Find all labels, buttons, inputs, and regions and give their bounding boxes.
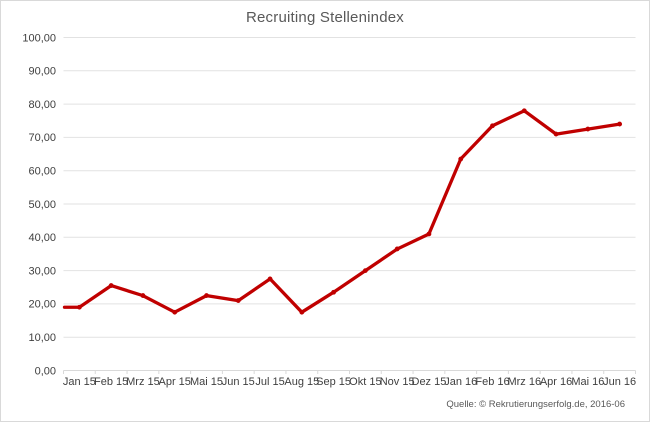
svg-text:Jun 16: Jun 16 [603,376,636,388]
series-line [62,108,622,315]
svg-text:Jun 15: Jun 15 [222,376,255,388]
svg-text:Mrz 15: Mrz 15 [126,376,160,388]
svg-text:60,00: 60,00 [28,166,56,178]
y-gridlines [63,37,636,371]
svg-text:50,00: 50,00 [28,199,56,211]
svg-text:100,00: 100,00 [22,32,56,44]
svg-text:10,00: 10,00 [28,332,56,344]
svg-text:Feb 15: Feb 15 [94,376,128,388]
svg-text:Mai 15: Mai 15 [190,376,223,388]
svg-text:90,00: 90,00 [28,66,56,78]
svg-text:80,00: 80,00 [28,99,56,111]
svg-text:Jan 16: Jan 16 [444,376,477,388]
svg-text:40,00: 40,00 [28,232,56,244]
svg-text:Okt 15: Okt 15 [349,376,381,388]
svg-text:30,00: 30,00 [28,265,56,277]
svg-text:Jul 15: Jul 15 [255,376,284,388]
source-caption: Quelle: © Rekrutierungserfolg.de, 2016-0… [446,399,625,410]
chart-title: Recruiting Stellenindex [245,9,405,26]
svg-text:Dez 15: Dez 15 [412,376,447,388]
svg-text:Sep 15: Sep 15 [316,376,351,388]
svg-text:Nov 15: Nov 15 [380,376,415,388]
svg-text:Aug 15: Aug 15 [284,376,319,388]
svg-text:Mai 16: Mai 16 [571,376,604,388]
svg-text:Apr 16: Apr 16 [540,376,572,388]
svg-text:20,00: 20,00 [28,299,56,311]
svg-text:Mrz 16: Mrz 16 [507,376,541,388]
svg-text:Feb 16: Feb 16 [475,376,509,388]
svg-text:70,00: 70,00 [28,132,56,144]
svg-text:Apr 15: Apr 15 [159,376,191,388]
svg-text:0,00: 0,00 [35,365,56,377]
svg-text:Jan 15: Jan 15 [63,376,96,388]
y-axis-labels: 0,00 10,00 20,00 30,00 40,00 50,00 60,00 70,00 8… [22,32,56,377]
x-axis-ticks [63,370,636,374]
series-markers [76,108,623,315]
